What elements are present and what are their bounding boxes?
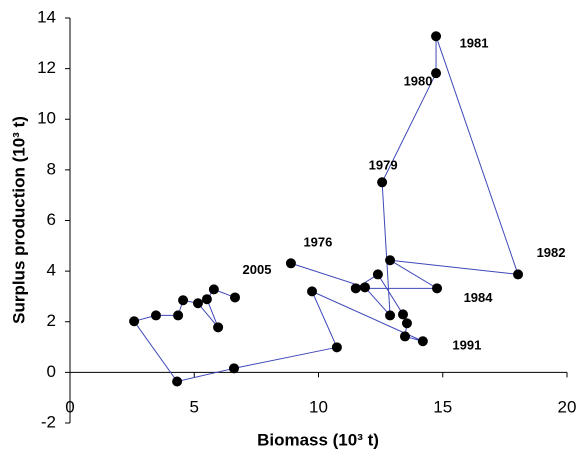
point (372, 269, 383, 280)
point (399, 331, 410, 342)
point (178, 295, 189, 306)
y-tick-label: -2 (41, 412, 56, 431)
point (385, 255, 396, 266)
point (213, 322, 224, 333)
point (208, 284, 219, 295)
point (173, 310, 184, 321)
point (417, 336, 428, 347)
y-tick-label: 14 (37, 7, 56, 26)
x-tick-label: 20 (558, 397, 577, 416)
point (397, 309, 408, 320)
y-tick-label: 0 (47, 362, 56, 381)
point (229, 363, 240, 374)
point-label: 2005 (243, 262, 272, 277)
point (129, 316, 140, 327)
point-label: 1981 (460, 36, 489, 51)
point (192, 298, 203, 309)
y-tick-label: 10 (37, 109, 56, 128)
point (230, 292, 241, 303)
point (385, 310, 396, 321)
point (285, 258, 296, 269)
point (331, 342, 342, 353)
point (359, 282, 370, 293)
y-tick-label: 12 (37, 58, 56, 77)
point (201, 294, 212, 305)
point-label: 1984 (464, 290, 494, 305)
point (513, 269, 524, 280)
y-tick-label: 2 (47, 311, 56, 330)
point-label: 1976 (303, 235, 332, 250)
point (307, 286, 318, 297)
x-axis-label: Biomass (10³ t) (257, 430, 379, 449)
point (431, 68, 442, 79)
x-tick-label: 15 (433, 397, 452, 416)
point (377, 177, 388, 188)
point (150, 310, 161, 321)
point (431, 31, 442, 42)
x-tick-label: 0 (65, 397, 74, 416)
point-label: 1980 (404, 74, 433, 89)
x-tick-label: 5 (190, 397, 199, 416)
point (401, 318, 412, 329)
y-tick-label: 6 (47, 210, 56, 229)
point-label: 1982 (537, 245, 566, 260)
point-label: 1979 (369, 158, 398, 173)
y-tick-label: 8 (47, 159, 56, 178)
x-tick-label: 10 (309, 397, 328, 416)
y-axis-label: Surplus production (10³ t) (9, 116, 28, 324)
point (350, 283, 361, 294)
point (172, 376, 183, 387)
point (432, 283, 443, 294)
y-tick-label: 4 (47, 261, 56, 280)
trajectory-line (133, 36, 519, 383)
point-label: 1991 (452, 338, 481, 353)
